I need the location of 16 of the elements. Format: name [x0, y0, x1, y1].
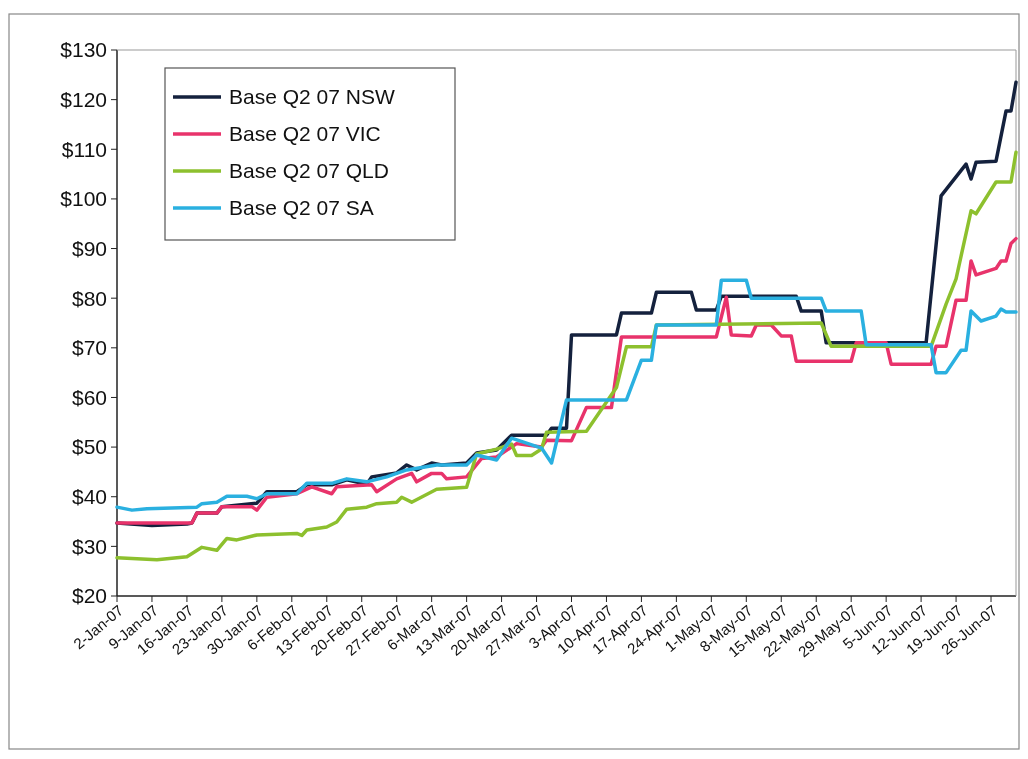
y-tick-label: $110 [61, 137, 107, 161]
y-tick-label: $80 [71, 286, 107, 310]
y-tick-label: $130 [60, 38, 107, 62]
legend-label: Base Q2 07 VIC [229, 122, 381, 146]
y-tick-label: $30 [71, 534, 107, 558]
y-tick-label: $40 [71, 485, 107, 509]
legend-label: Base Q2 07 QLD [229, 159, 389, 183]
y-tick-label: $100 [60, 187, 107, 211]
y-tick-label: $120 [60, 87, 107, 111]
legend-label: Base Q2 07 NSW [229, 85, 395, 109]
y-tick-label: $20 [71, 584, 107, 608]
y-tick-label: $60 [71, 385, 107, 409]
y-tick-label: $90 [71, 236, 107, 260]
legend-label: Base Q2 07 SA [229, 196, 374, 220]
y-tick-label: $70 [71, 336, 107, 360]
y-tick-label: $50 [71, 435, 107, 459]
